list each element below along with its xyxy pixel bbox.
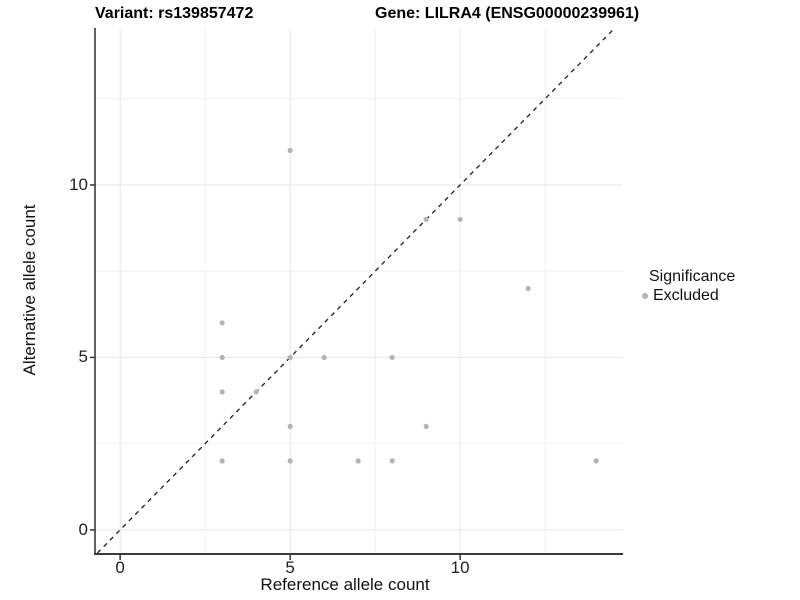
x-tick-label: 5 bbox=[285, 558, 295, 577]
data-point bbox=[423, 216, 429, 223]
legend-title: Significance bbox=[649, 268, 736, 285]
y-tick-label: 5 bbox=[78, 347, 88, 367]
x-tick-label: 0 bbox=[115, 558, 125, 577]
data-point bbox=[593, 458, 599, 464]
identity-line bbox=[96, 27, 616, 554]
legend-point-icon bbox=[642, 293, 648, 299]
y-tick-label: 0 bbox=[78, 519, 88, 539]
plot-title-variant: Variant: rs139857472 bbox=[95, 5, 254, 22]
data-point bbox=[219, 389, 225, 395]
legend: Significance Excluded bbox=[642, 268, 735, 305]
data-point bbox=[389, 458, 395, 464]
data-point bbox=[287, 354, 293, 361]
data-point bbox=[219, 458, 225, 464]
plot-title-gene: Gene: LILRA4 (ENSG00000239961) bbox=[375, 5, 640, 22]
x-axis-title: Reference allele count bbox=[260, 575, 430, 594]
data-point bbox=[321, 354, 327, 361]
data-point bbox=[389, 354, 395, 361]
data-point bbox=[525, 285, 531, 292]
y-tick-label: 10 bbox=[69, 174, 88, 194]
legend-item: Excluded bbox=[642, 287, 735, 305]
y-axis-title: Alternative allele count bbox=[20, 204, 39, 376]
data-point bbox=[219, 354, 225, 361]
data-point bbox=[457, 216, 463, 223]
data-point bbox=[219, 320, 225, 326]
x-tick-label: 10 bbox=[450, 558, 470, 577]
data-point bbox=[287, 423, 293, 430]
legend-item-label: Excluded bbox=[653, 287, 719, 304]
data-point bbox=[287, 147, 293, 154]
data-point bbox=[423, 423, 429, 430]
data-point bbox=[355, 458, 361, 464]
data-point bbox=[287, 458, 293, 464]
data-point bbox=[253, 389, 259, 395]
